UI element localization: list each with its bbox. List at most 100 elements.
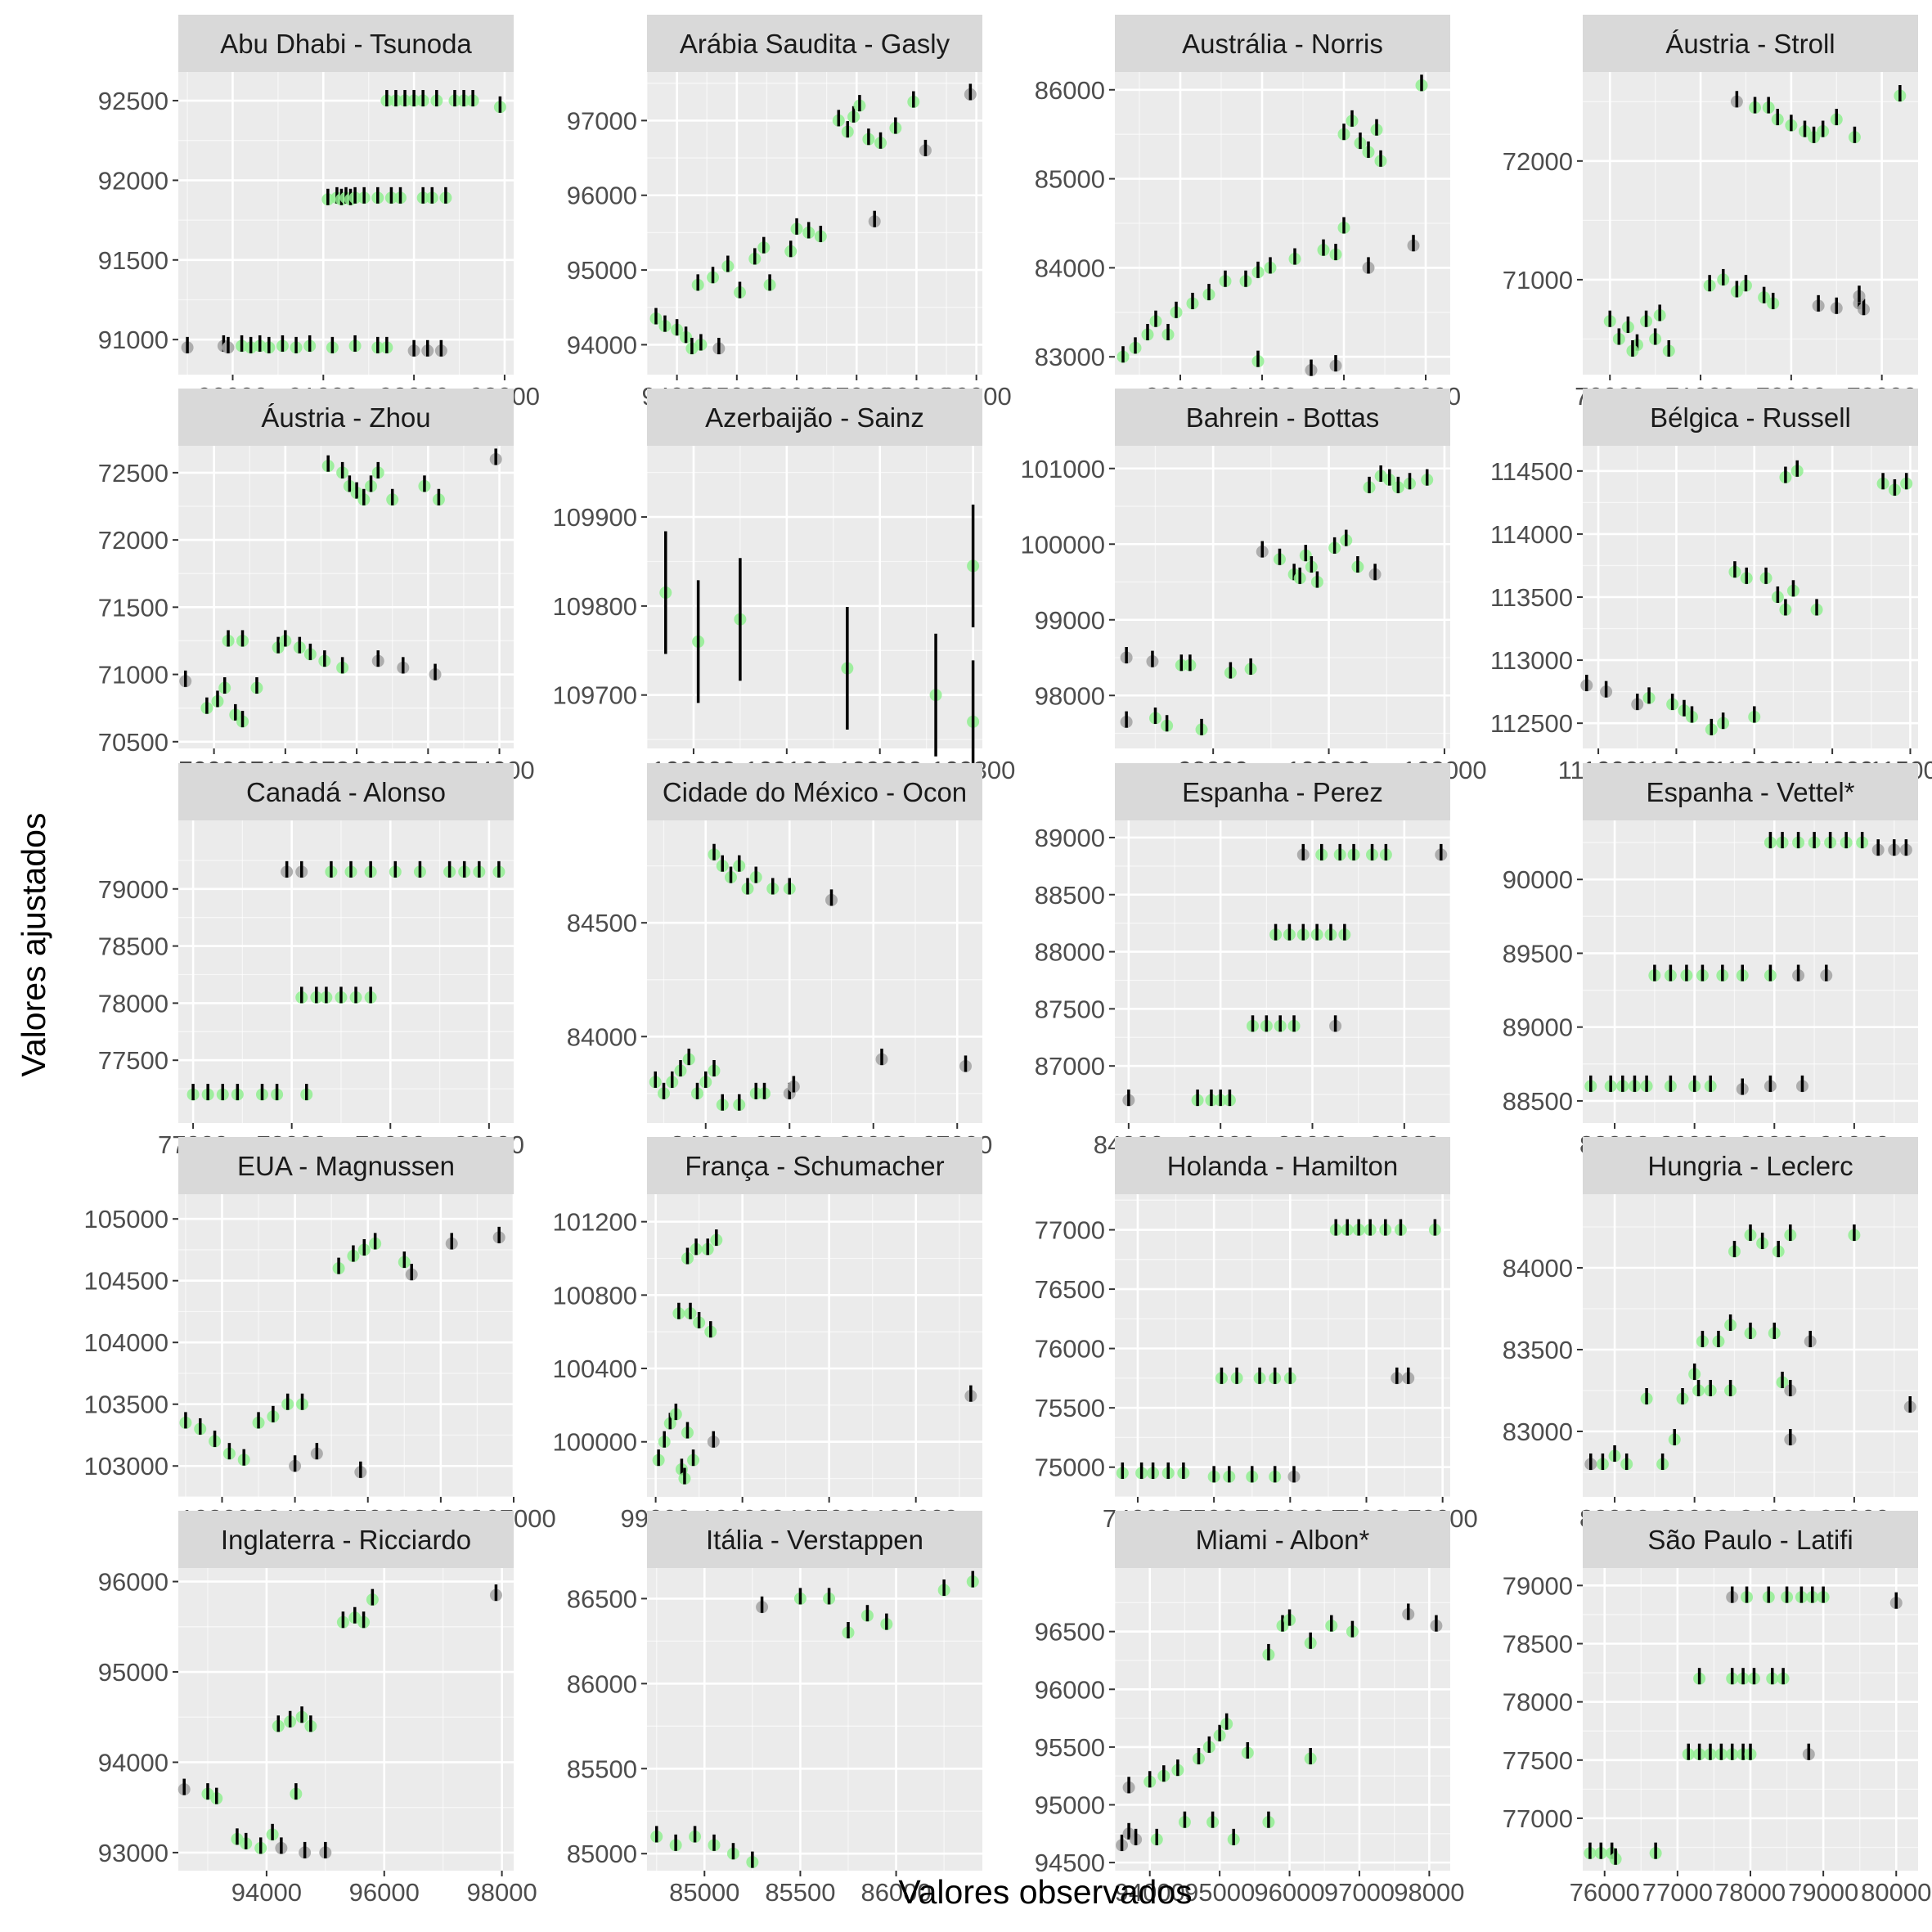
y-tick-label: 77000: [1035, 1216, 1105, 1245]
y-tick-label: 114500: [1490, 457, 1573, 486]
x-tick-label: 77000: [1642, 1878, 1713, 1907]
y-tick-label: 85000: [1035, 165, 1105, 194]
y-tick-label: 98000: [1035, 681, 1105, 710]
facet-panel: Hungria - Leclerc82000830008400085000830…: [1503, 1137, 1918, 1533]
y-tick-label: 95500: [1035, 1733, 1105, 1762]
y-tick-label: 76000: [1035, 1335, 1105, 1364]
facet-strip: [1115, 389, 1450, 446]
y-tick-label: 91500: [98, 246, 168, 275]
panel-background: [647, 72, 982, 375]
y-tick-label: 72500: [98, 459, 168, 487]
y-tick-label: 109900: [553, 503, 637, 532]
facet-strip: [647, 1511, 982, 1568]
x-tick-label: 86000: [860, 1878, 931, 1907]
y-tick-label: 99000: [1035, 606, 1105, 635]
y-tick-label: 113000: [1490, 646, 1573, 675]
y-tick-label: 88500: [1035, 881, 1105, 910]
y-axis-title: Valores ajustados: [15, 813, 52, 1077]
y-tick-label: 70500: [98, 728, 168, 757]
y-tick-label: 95000: [1035, 1791, 1105, 1820]
facet-title: São Paulo - Latifi: [1647, 1525, 1853, 1555]
y-tick-label: 109700: [553, 681, 637, 710]
y-tick-label: 100000: [1021, 530, 1105, 559]
facet-strip: [178, 1137, 514, 1194]
facet-title: França - Schumacher: [685, 1151, 944, 1181]
facet-panel: EUA - Magnussen1030001040001050001060001…: [84, 1137, 556, 1533]
facet-strip: [1583, 763, 1918, 820]
y-tick-label: 75500: [1035, 1394, 1105, 1422]
facet-panel: Holanda - Hamilton7400075000760007700078…: [1035, 1137, 1478, 1533]
y-tick-label: 113500: [1490, 583, 1573, 612]
facet-panel: Espanha - Vettel*88000890009000091000885…: [1503, 763, 1918, 1159]
y-tick-label: 78500: [98, 932, 168, 961]
y-tick-label: 100400: [553, 1355, 637, 1383]
facet-title: Cidade do México - Ocon: [663, 777, 967, 807]
facet-title: Espanha - Perez: [1182, 777, 1383, 807]
facet-title: Áustria - Stroll: [1665, 29, 1835, 59]
y-tick-label: 112500: [1490, 709, 1573, 738]
facet-title: Abu Dhabi - Tsunoda: [220, 29, 472, 59]
facet-panels: Abu Dhabi - Tsunoda 90000 91000 92000 93000 9…: [84, 15, 1932, 1907]
x-tick-label: 85000: [669, 1878, 739, 1907]
y-tick-label: 89500: [1503, 939, 1573, 968]
facet-panel: Áustria - Stroll700007100072000730007100…: [1503, 15, 1918, 411]
y-tick-label: 86500: [567, 1584, 637, 1613]
y-tick-label: 86000: [567, 1669, 637, 1698]
y-tick-label: 105000: [84, 1205, 168, 1233]
facet-title: Miami - Albon*: [1196, 1525, 1370, 1555]
y-tick-label: 72000: [1503, 147, 1573, 176]
x-tick-label: 98000: [1394, 1878, 1464, 1907]
facet-title: EUA - Magnussen: [237, 1151, 455, 1181]
panel-background: [1583, 820, 1918, 1123]
y-tick-label: 89000: [1503, 1013, 1573, 1042]
facet-title: Arábia Saudita - Gasly: [680, 29, 950, 59]
facet-panel: Bahrein - Bottas980001000001020009800099…: [1021, 389, 1487, 784]
facet-strip: [647, 15, 982, 72]
y-tick-label: 101200: [553, 1208, 637, 1237]
y-tick-label: 94000: [567, 330, 637, 359]
x-tick-label: 78000: [1715, 1878, 1786, 1907]
facet-title: Bahrein - Bottas: [1186, 402, 1380, 433]
y-tick-label: 91000: [98, 326, 168, 354]
x-tick-label: 80000: [1861, 1878, 1931, 1907]
x-tick-label: 96000: [349, 1878, 420, 1907]
y-tick-label: 84000: [1503, 1254, 1573, 1283]
y-tick-label: 89000: [1035, 824, 1105, 852]
y-tick-label: 79000: [98, 875, 168, 904]
y-tick-label: 96000: [1035, 1675, 1105, 1704]
facet-strip: [178, 15, 514, 72]
panel-background: [178, 446, 514, 748]
panel-background: [647, 820, 982, 1123]
panel-background: [1115, 446, 1450, 748]
y-tick-label: 101000: [1021, 455, 1105, 483]
facet-panel: Inglaterra - Ricciardo 94000 96000 98000 930…: [98, 1511, 537, 1907]
x-tick-label: 95000: [1184, 1878, 1255, 1907]
facet-strip: [178, 1511, 514, 1568]
facet-title: Itália - Verstappen: [706, 1525, 923, 1555]
y-tick-label: 104000: [84, 1328, 168, 1357]
y-tick-label: 96000: [567, 182, 637, 210]
x-tick-label: 79000: [1788, 1878, 1858, 1907]
x-tick-label: 94000: [1115, 1878, 1185, 1907]
y-tick-label: 94500: [1035, 1849, 1105, 1877]
y-tick-label: 76500: [1035, 1275, 1105, 1304]
panel-background: [1115, 820, 1450, 1123]
y-tick-label: 104500: [84, 1267, 168, 1296]
x-tick-label: 97000: [1324, 1878, 1395, 1907]
x-tick-label: 96000: [1254, 1878, 1324, 1907]
facet-strip: [178, 389, 514, 446]
facet-strip: [1115, 1511, 1450, 1568]
y-tick-label: 83000: [1035, 343, 1105, 371]
y-tick-label: 83500: [1503, 1336, 1573, 1364]
panel-background: [178, 1568, 514, 1871]
y-tick-label: 71000: [98, 661, 168, 690]
y-tick-label: 97000: [567, 106, 637, 135]
facet-panel: Itália - Verstappen 85000 85500 86000 85000 8…: [567, 1511, 982, 1907]
y-tick-label: 72000: [98, 526, 168, 555]
y-tick-label: 103000: [84, 1452, 168, 1480]
y-tick-label: 103500: [84, 1391, 168, 1419]
facet-panel: Cidade do México - Ocon84000850008600087…: [567, 763, 992, 1159]
y-tick-label: 88500: [1503, 1087, 1573, 1116]
x-tick-label: 98000: [467, 1878, 537, 1907]
